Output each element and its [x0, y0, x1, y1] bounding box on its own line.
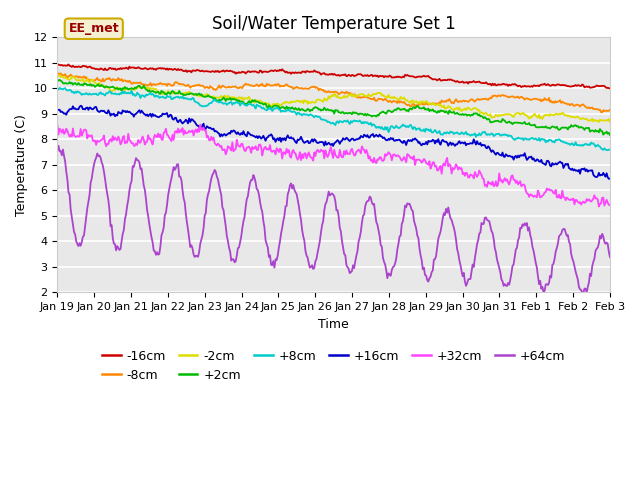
+32cm — [317, 147, 324, 153]
+32cm — [54, 122, 61, 128]
+32cm — [508, 173, 515, 179]
Line: -8cm: -8cm — [58, 73, 610, 112]
+16cm — [605, 176, 612, 182]
+16cm — [317, 139, 324, 145]
-8cm — [593, 107, 600, 112]
-16cm — [606, 85, 614, 91]
+64cm — [54, 147, 61, 153]
+64cm — [54, 143, 62, 149]
+32cm — [606, 202, 614, 208]
-2cm — [593, 118, 600, 124]
+8cm — [317, 116, 324, 122]
-2cm — [353, 93, 360, 99]
+8cm — [604, 147, 612, 153]
+2cm — [56, 77, 63, 83]
+32cm — [383, 151, 391, 157]
+32cm — [594, 197, 602, 203]
-8cm — [606, 107, 614, 113]
+2cm — [354, 111, 362, 117]
-16cm — [321, 70, 328, 76]
-8cm — [353, 94, 360, 99]
+32cm — [196, 122, 204, 128]
+16cm — [354, 136, 362, 142]
+2cm — [606, 132, 614, 138]
+64cm — [317, 230, 324, 236]
+2cm — [508, 120, 515, 125]
-16cm — [594, 83, 602, 89]
+2cm — [383, 108, 391, 114]
+2cm — [317, 108, 324, 113]
+32cm — [595, 204, 603, 209]
+8cm — [594, 142, 602, 148]
-16cm — [383, 73, 391, 79]
+8cm — [321, 117, 328, 123]
-2cm — [506, 112, 514, 118]
+16cm — [54, 107, 61, 113]
Line: +16cm: +16cm — [58, 106, 610, 179]
-8cm — [598, 109, 606, 115]
+2cm — [321, 105, 328, 110]
-2cm — [383, 95, 390, 100]
Text: EE_met: EE_met — [68, 22, 119, 35]
+16cm — [383, 137, 391, 143]
+16cm — [594, 173, 602, 179]
+64cm — [595, 240, 603, 246]
-16cm — [54, 61, 62, 67]
+8cm — [54, 86, 61, 92]
+64cm — [508, 270, 515, 276]
+8cm — [56, 85, 63, 91]
-16cm — [354, 72, 362, 77]
-2cm — [316, 97, 324, 103]
Line: -16cm: -16cm — [58, 64, 610, 88]
Title: Soil/Water Temperature Set 1: Soil/Water Temperature Set 1 — [212, 15, 456, 33]
-16cm — [508, 82, 515, 88]
Line: +32cm: +32cm — [58, 125, 610, 206]
Y-axis label: Temperature (C): Temperature (C) — [15, 114, 28, 216]
+8cm — [354, 119, 362, 124]
-16cm — [54, 62, 61, 68]
-8cm — [316, 86, 324, 92]
-2cm — [606, 119, 614, 125]
+16cm — [321, 143, 328, 148]
+64cm — [321, 208, 328, 214]
+16cm — [77, 103, 84, 108]
+8cm — [383, 124, 391, 130]
Line: +8cm: +8cm — [58, 88, 610, 150]
+32cm — [354, 148, 362, 154]
-8cm — [54, 70, 61, 76]
+64cm — [580, 290, 588, 296]
X-axis label: Time: Time — [318, 318, 349, 331]
Line: +64cm: +64cm — [58, 146, 610, 293]
+8cm — [508, 133, 515, 139]
-16cm — [317, 72, 324, 77]
-2cm — [595, 119, 603, 125]
+2cm — [594, 128, 602, 134]
+64cm — [606, 254, 614, 260]
+8cm — [606, 146, 614, 152]
+2cm — [54, 78, 61, 84]
+32cm — [321, 156, 328, 161]
Legend: -16cm, -8cm, -2cm, +2cm, +8cm, +16cm, +32cm, +64cm: -16cm, -8cm, -2cm, +2cm, +8cm, +16cm, +3… — [97, 345, 570, 387]
Line: +2cm: +2cm — [58, 80, 610, 135]
+16cm — [606, 176, 614, 181]
Line: -2cm: -2cm — [58, 74, 610, 122]
-2cm — [54, 72, 61, 77]
-2cm — [319, 99, 327, 105]
-8cm — [383, 97, 390, 103]
+64cm — [354, 248, 362, 254]
+16cm — [508, 154, 515, 160]
-8cm — [506, 94, 514, 99]
+64cm — [383, 276, 391, 281]
-8cm — [319, 87, 327, 93]
